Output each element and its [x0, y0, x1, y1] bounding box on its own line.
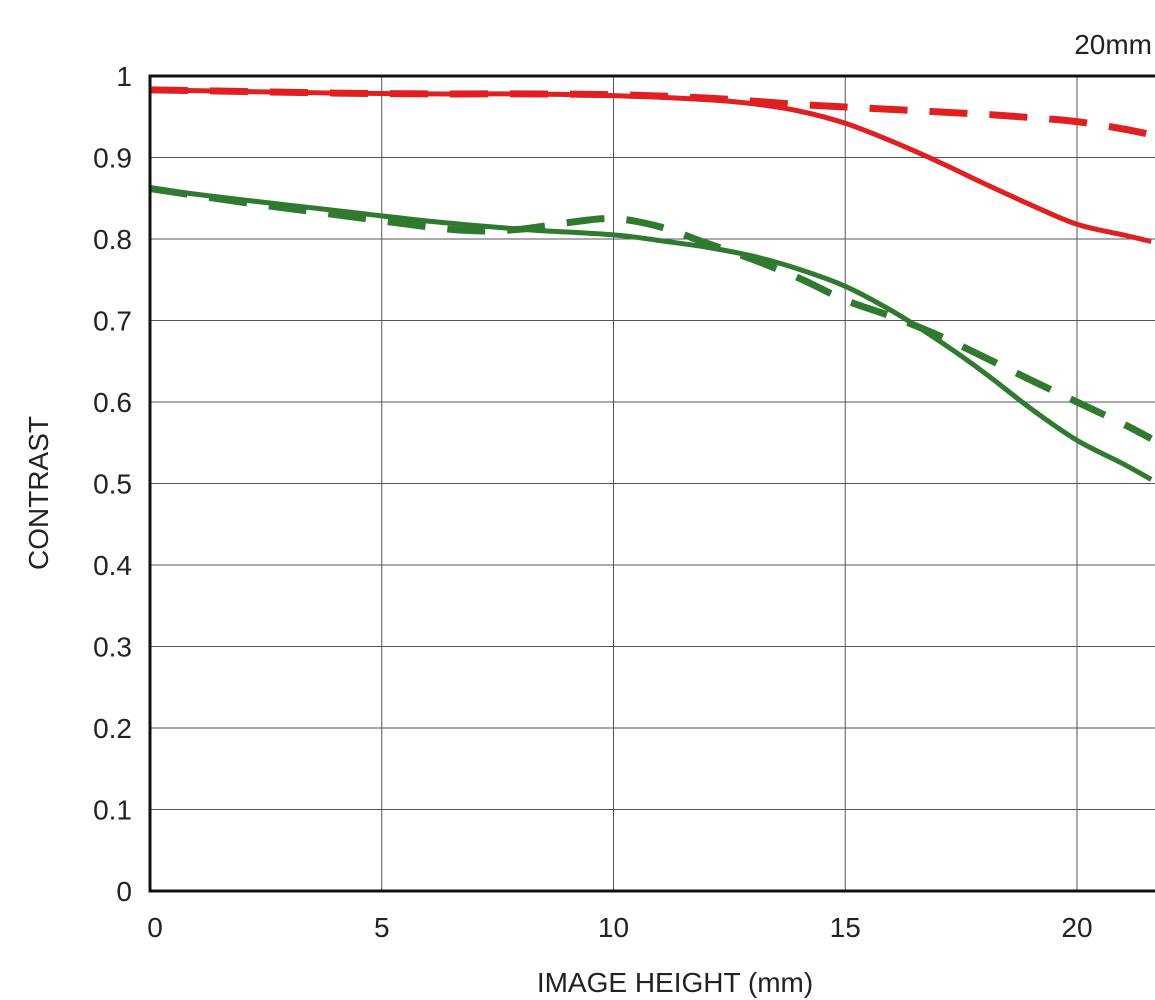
y-tick-label: 0.1 — [93, 795, 132, 826]
series-line-3-solid — [149, 186, 1153, 482]
y-tick-label: 0.3 — [93, 632, 132, 663]
series-line-4-dashed — [149, 185, 1153, 442]
y-tick-label: 0.7 — [93, 306, 132, 337]
x-axis-title: IMAGE HEIGHT (mm) — [537, 967, 813, 998]
series-line-1-solid — [149, 87, 1152, 244]
y-tick-label: 0.9 — [93, 143, 132, 174]
corner-label: 20mm — [1074, 29, 1152, 60]
series-group — [149, 86, 1153, 482]
x-tick-label: 20 — [1061, 912, 1092, 943]
grid-lines — [150, 76, 1155, 891]
plot-frame — [148, 74, 1155, 893]
y-tick-label: 0.4 — [93, 550, 132, 581]
y-tick-label: 0.6 — [93, 387, 132, 418]
y-tick-labels: 0 0.1 0.2 0.3 0.4 0.5 0.6 0.7 0.8 0.9 1 — [93, 61, 132, 907]
y-tick-label: 0.2 — [93, 713, 132, 744]
y-axis-title: CONTRAST — [23, 416, 54, 570]
y-tick-label: 1 — [116, 61, 132, 92]
x-tick-label: 15 — [830, 912, 861, 943]
y-tick-label: 0.8 — [93, 224, 132, 255]
x-tick-label: 0 — [147, 912, 163, 943]
y-tick-label: 0 — [116, 876, 132, 907]
y-tick-label: 0.5 — [93, 469, 132, 500]
series-line-2-dashed — [149, 86, 1152, 139]
x-tick-label: 5 — [374, 912, 390, 943]
x-tick-labels: 0 5 10 15 20 — [147, 912, 1092, 943]
x-tick-label: 10 — [598, 912, 629, 943]
